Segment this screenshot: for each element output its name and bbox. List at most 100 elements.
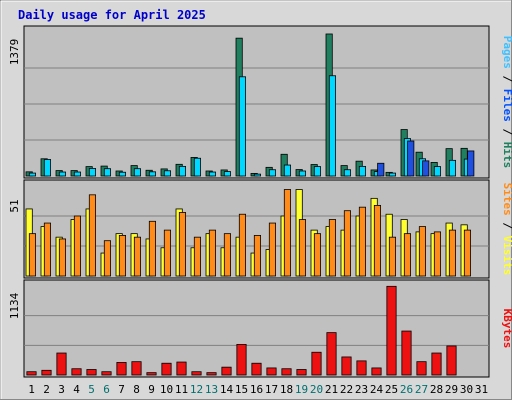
bar-sites-day-15	[238, 213, 247, 277]
bar-pages-day-27	[422, 160, 430, 177]
day-label-15: 15	[235, 383, 248, 396]
bar-kbytes-day-17	[266, 367, 277, 376]
bar-sites-day-26	[403, 233, 411, 277]
bar-kbytes-day-19	[296, 369, 307, 376]
bar-kbytes-day-13	[206, 372, 217, 376]
day-label-26: 26	[400, 383, 413, 396]
legend-item-pages: Pages	[501, 36, 512, 69]
bar-files-day-9	[148, 171, 157, 177]
bar-files-day-15	[238, 76, 247, 177]
bar-files-day-16	[253, 173, 262, 177]
day-label-24: 24	[370, 383, 384, 396]
legend-item-hits: Hits	[501, 142, 512, 169]
bar-sites-day-24	[373, 205, 381, 277]
bar-pages-day-30	[467, 150, 475, 177]
day-label-11: 11	[175, 383, 188, 396]
bar-kbytes-day-27	[416, 361, 427, 376]
bar-sites-day-9	[148, 220, 157, 277]
bar-kbytes-day-5	[86, 369, 97, 376]
day-label-19: 19	[295, 383, 308, 396]
bar-files-day-13	[208, 171, 217, 177]
bar-sites-day-8	[133, 236, 142, 277]
bar-files-day-22	[343, 169, 351, 177]
bar-sites-day-14	[223, 233, 232, 277]
legend-item-kbytes: KBytes	[501, 309, 512, 349]
bar-sites-day-11	[178, 212, 187, 277]
bar-files-day-7	[118, 171, 127, 177]
day-label-10: 10	[160, 383, 173, 396]
bar-sites-day-22	[343, 210, 351, 277]
day-label-13: 13	[205, 383, 218, 396]
day-label-8: 8	[133, 383, 140, 396]
bar-sites-day-1	[28, 233, 36, 277]
bar-kbytes-day-11	[176, 361, 187, 376]
legend-item-sites: Sites	[501, 183, 512, 216]
day-label-1: 1	[28, 383, 35, 396]
day-label-3: 3	[58, 383, 65, 396]
bar-files-day-6	[103, 168, 112, 177]
day-label-9: 9	[148, 383, 155, 396]
bar-files-day-14	[223, 171, 232, 177]
day-label-14: 14	[220, 383, 234, 396]
bar-kbytes-day-2	[41, 369, 52, 376]
bar-sites-day-12	[193, 236, 202, 277]
bar-files-day-18	[283, 164, 291, 177]
bar-files-day-29	[448, 159, 456, 177]
bar-files-day-1	[28, 172, 36, 177]
chart-title: Daily usage for April 2025	[18, 8, 206, 22]
bar-kbytes-day-4	[71, 368, 82, 376]
bar-sites-day-16	[253, 235, 262, 277]
bar-sites-day-3	[58, 238, 66, 277]
bar-files-day-5	[88, 168, 97, 177]
bar-sites-day-21	[328, 219, 336, 277]
day-label-27: 27	[415, 383, 428, 396]
bar-sites-day-4	[73, 215, 82, 277]
bar-kbytes-day-1	[26, 371, 37, 376]
bar-sites-day-5	[88, 194, 97, 277]
day-label-17: 17	[265, 383, 278, 396]
bar-kbytes-day-3	[56, 352, 67, 376]
bar-files-day-8	[133, 168, 142, 177]
bar-kbytes-day-12	[191, 371, 202, 376]
day-label-6: 6	[103, 383, 110, 396]
bar-sites-day-23	[358, 206, 366, 277]
bar-files-day-21	[328, 75, 336, 177]
bar-sites-day-13	[208, 229, 217, 277]
bar-files-day-28	[433, 166, 441, 177]
chart-panels: 1379 Pages / Files / Hits 51 Sites / Visits…	[8, 25, 512, 378]
y-axis-max-label: 1379	[8, 39, 21, 66]
bar-kbytes-day-7	[116, 362, 127, 376]
bar-kbytes-day-20	[311, 351, 322, 376]
bar-files-day-12	[193, 157, 202, 177]
y-axis-max-label: 51	[8, 199, 21, 212]
legend-separator: /	[501, 69, 512, 89]
bar-files-day-11	[178, 165, 187, 177]
bar-pages-day-24	[377, 162, 385, 177]
bar-kbytes-day-24	[371, 367, 382, 376]
day-label-21: 21	[325, 383, 338, 396]
bar-kbytes-day-23	[356, 360, 367, 376]
bar-sites-day-25	[388, 236, 396, 277]
day-label-2: 2	[43, 383, 50, 396]
bar-files-day-10	[163, 170, 172, 177]
bar-files-day-2	[43, 159, 51, 177]
legend-item-files: Files	[501, 89, 512, 122]
bar-files-day-19	[298, 170, 306, 177]
day-label-31: 31	[475, 383, 488, 396]
bar-files-day-17	[268, 169, 276, 177]
bar-kbytes-day-26	[401, 330, 412, 376]
bar-files-day-3	[58, 171, 66, 177]
day-label-28: 28	[430, 383, 443, 396]
day-label-23: 23	[355, 383, 368, 396]
bar-pages-day-26	[407, 140, 415, 177]
day-label-25: 25	[385, 383, 398, 396]
bar-sites-day-2	[43, 222, 51, 277]
bar-sites-day-6	[103, 240, 112, 277]
bar-kbytes-day-18	[281, 368, 292, 376]
day-label-4: 4	[73, 383, 80, 396]
x-axis-day-labels: 1 2 3 4 5 6 7 8 9 10 11 12 13 14 15 16 17 18 19 20 21 22 23 24 2…	[28, 383, 488, 396]
bar-kbytes-day-9	[146, 372, 157, 376]
bar-sites-day-30	[463, 229, 471, 277]
day-label-30: 30	[460, 383, 473, 396]
